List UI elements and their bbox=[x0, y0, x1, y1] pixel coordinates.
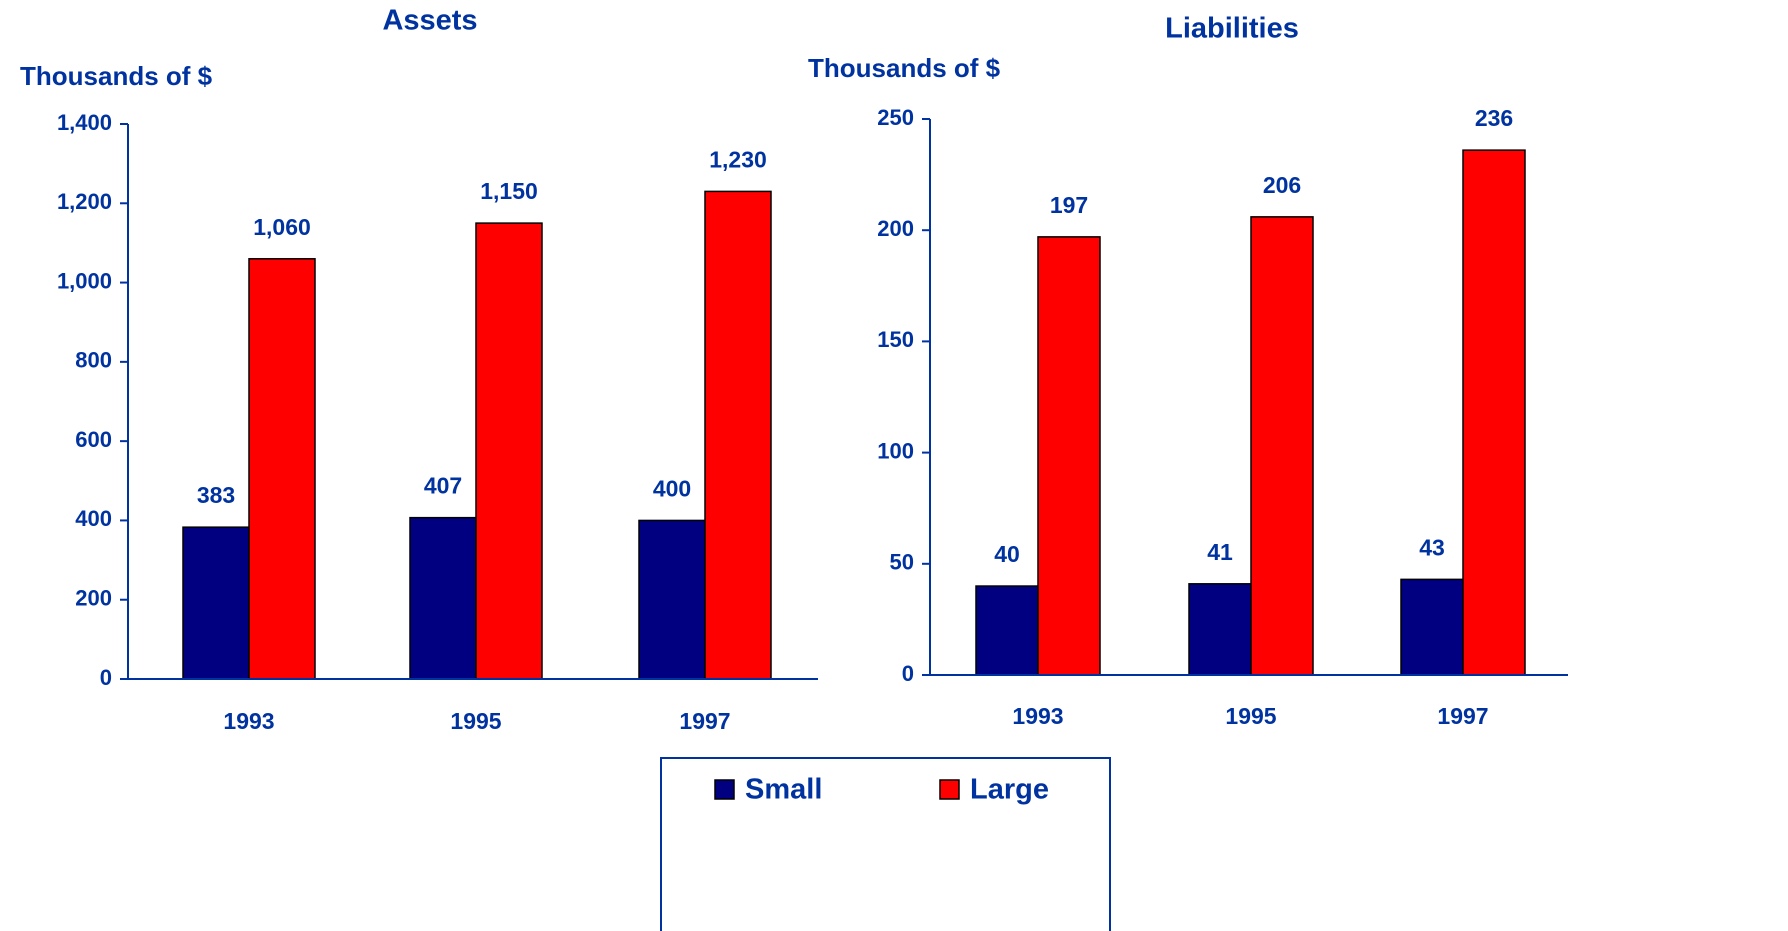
bar bbox=[248, 258, 316, 680]
bar bbox=[1188, 583, 1252, 676]
y-tick-label: 800 bbox=[75, 348, 112, 373]
bar bbox=[1462, 149, 1526, 676]
bar bbox=[475, 222, 543, 680]
x-tick-label: 1997 bbox=[1437, 703, 1488, 729]
bar bbox=[1400, 578, 1464, 676]
bar bbox=[409, 516, 477, 680]
x-tick-label: 1997 bbox=[679, 708, 730, 734]
legend-swatch bbox=[939, 779, 960, 800]
y-tick-label: 1,200 bbox=[57, 189, 112, 214]
bar bbox=[1250, 216, 1314, 676]
data-label: 1,150 bbox=[480, 178, 538, 204]
y-tick-label: 1,400 bbox=[57, 110, 112, 135]
y-tick-label: 600 bbox=[75, 427, 112, 452]
x-tick-label: 1993 bbox=[223, 708, 274, 734]
legend-label: Large bbox=[970, 774, 1049, 806]
y-tick-label: 400 bbox=[75, 506, 112, 531]
y-tick-label: 1,000 bbox=[57, 268, 112, 293]
data-label: 41 bbox=[1207, 539, 1233, 565]
y-tick-label: 200 bbox=[75, 586, 112, 611]
data-label: 197 bbox=[1050, 192, 1088, 218]
data-label: 400 bbox=[653, 476, 691, 502]
x-tick-label: 1995 bbox=[450, 708, 501, 734]
data-label: 1,230 bbox=[709, 146, 767, 172]
legend-swatch bbox=[714, 779, 735, 800]
data-label: 40 bbox=[994, 541, 1020, 567]
y-axis-label: Thousands of $ bbox=[20, 61, 213, 91]
chart-title: Assets bbox=[382, 5, 477, 37]
data-label: 383 bbox=[197, 482, 235, 508]
y-axis-label: Thousands of $ bbox=[808, 53, 1001, 83]
chart-title: Liabilities bbox=[1165, 13, 1299, 45]
data-label: 206 bbox=[1263, 172, 1301, 198]
x-tick-label: 1993 bbox=[1012, 703, 1063, 729]
legend-box bbox=[660, 757, 1111, 931]
bar bbox=[975, 585, 1039, 676]
data-label: 236 bbox=[1475, 105, 1513, 131]
x-tick-label: 1995 bbox=[1225, 703, 1276, 729]
y-tick-label: 100 bbox=[877, 438, 914, 463]
y-tick-label: 150 bbox=[877, 327, 914, 352]
legend-label: Small bbox=[745, 774, 822, 806]
data-label: 43 bbox=[1419, 534, 1445, 560]
data-label: 407 bbox=[424, 473, 462, 499]
y-tick-label: 250 bbox=[877, 105, 914, 130]
bar bbox=[182, 526, 250, 680]
data-label: 1,060 bbox=[253, 214, 311, 240]
y-tick-label: 50 bbox=[890, 550, 914, 575]
bar bbox=[638, 519, 706, 680]
bar bbox=[1037, 236, 1101, 676]
y-tick-label: 0 bbox=[100, 665, 112, 690]
y-tick-label: 200 bbox=[877, 216, 914, 241]
y-tick-label: 0 bbox=[902, 661, 914, 686]
bar bbox=[704, 190, 772, 680]
